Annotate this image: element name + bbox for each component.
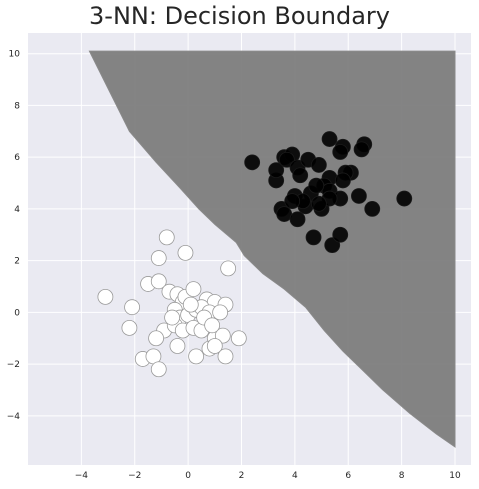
y-tick-label: 8	[14, 101, 20, 111]
x-axis-ticks: −4 −2 0 2 4 6 8 10	[75, 471, 461, 481]
y-tick-label: 0	[14, 308, 20, 318]
data-point-class-0	[148, 330, 164, 347]
y-tick-label: 6	[14, 153, 20, 163]
x-tick-label: 10	[449, 471, 461, 481]
data-point-class-1	[268, 162, 285, 179]
data-point-class-1	[353, 141, 370, 158]
data-point-class-0	[220, 260, 237, 277]
data-point-class-0	[150, 273, 167, 290]
y-tick-label: 4	[14, 205, 20, 215]
data-point-class-0	[177, 244, 194, 261]
data-point-class-0	[182, 296, 199, 313]
data-point-class-0	[212, 304, 229, 321]
data-point-class-1	[310, 195, 327, 212]
x-tick-label: 0	[185, 471, 191, 481]
data-point-class-0	[206, 338, 223, 354]
data-point-class-1	[276, 206, 293, 222]
data-point-class-1	[292, 167, 309, 184]
y-tick-label: 10	[9, 50, 21, 60]
data-point-class-1	[332, 144, 349, 160]
data-point-class-1	[332, 226, 349, 243]
data-point-class-0	[164, 309, 181, 326]
x-tick-label: −2	[128, 471, 141, 481]
data-point-class-1	[396, 190, 413, 207]
y-tick-label: 2	[14, 257, 20, 267]
data-point-class-1	[278, 151, 295, 168]
y-tick-label: −2	[7, 360, 20, 370]
data-point-class-1	[244, 154, 261, 171]
data-point-class-0	[150, 250, 167, 266]
data-points	[97, 131, 413, 378]
chart-title: 3-NN: Decision Boundary	[89, 2, 390, 30]
data-point-class-1	[321, 131, 338, 147]
data-point-class-1	[364, 201, 381, 217]
data-point-class-1	[305, 229, 322, 246]
data-point-class-0	[124, 299, 140, 316]
x-tick-label: 8	[399, 471, 405, 481]
data-point-class-0	[217, 348, 234, 365]
data-point-class-1	[310, 157, 327, 173]
data-point-class-0	[230, 330, 247, 347]
data-point-class-0	[185, 281, 202, 297]
data-point-class-0	[158, 229, 175, 246]
data-point-class-1	[351, 188, 367, 204]
data-point-class-1	[308, 177, 325, 194]
data-point-class-0	[97, 288, 114, 305]
data-point-class-0	[150, 361, 167, 378]
data-point-class-1	[284, 193, 301, 210]
x-tick-label: −4	[75, 471, 89, 481]
x-tick-label: 2	[239, 471, 245, 481]
data-point-class-1	[289, 211, 306, 228]
y-tick-label: −4	[7, 412, 21, 422]
x-tick-label: 6	[345, 471, 351, 481]
data-point-class-0	[169, 338, 186, 354]
data-point-class-0	[204, 317, 221, 334]
y-axis-ticks: −4 −2 0 2 4 6 8 10	[7, 50, 21, 422]
data-point-class-0	[121, 319, 138, 336]
data-point-class-0	[188, 348, 205, 365]
x-tick-label: 4	[292, 471, 298, 481]
data-point-class-1	[335, 172, 351, 189]
